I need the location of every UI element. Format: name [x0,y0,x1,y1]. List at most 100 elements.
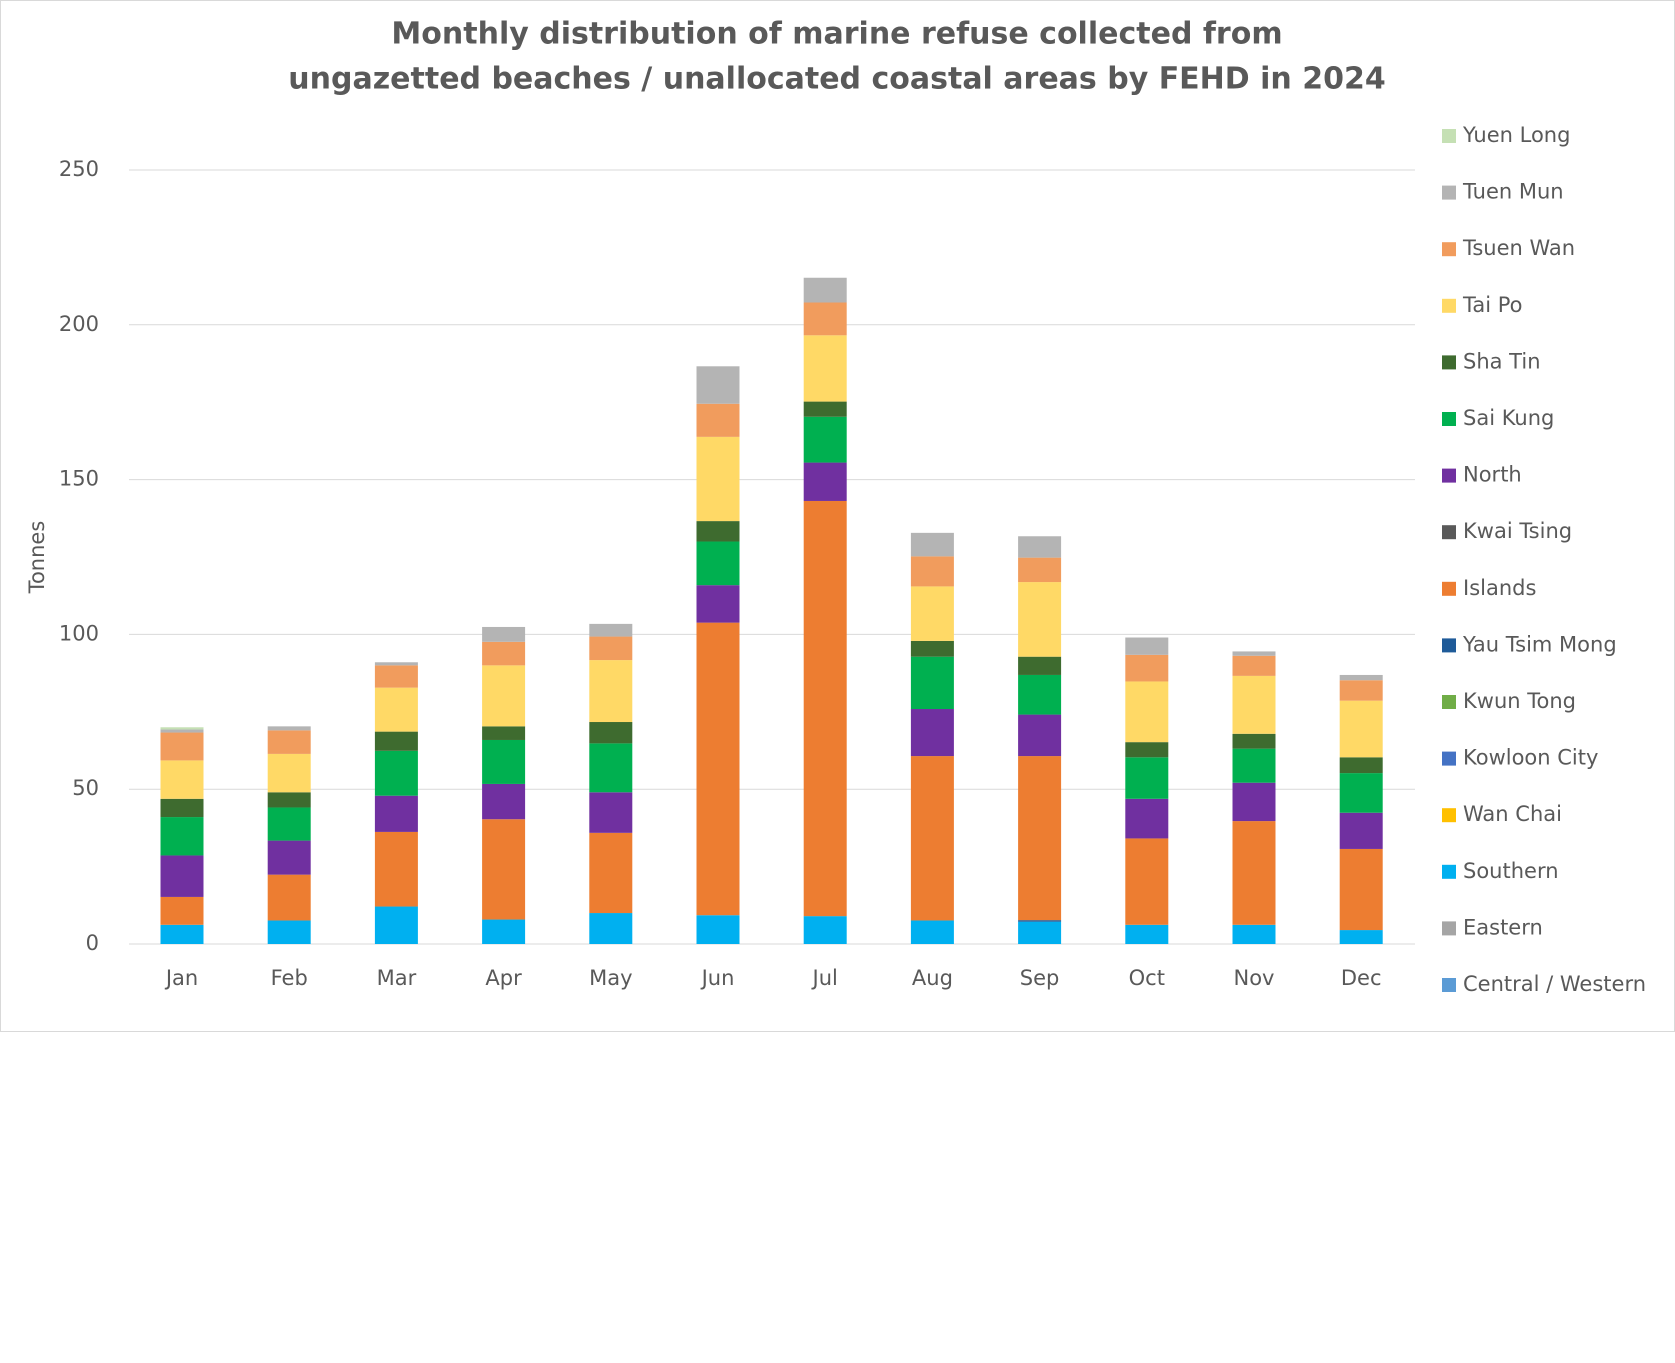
bar-segment [1018,756,1062,921]
bar-segment [267,840,311,875]
y-axis-label: Tonnes [25,521,49,595]
bar-segment [1125,924,1169,944]
bar-segment [1018,921,1062,944]
bar-segment [482,819,526,920]
bar-segment [803,302,847,336]
legend-label: Yuen Long [1462,123,1570,147]
bar-segment [1125,637,1169,655]
legend-swatch [1442,978,1456,992]
bar-segment [1125,838,1169,925]
x-tick-label: Aug [912,966,953,990]
x-tick-label: Jun [700,966,735,990]
legend-swatch [1442,242,1456,257]
bar-segment [160,798,204,818]
legend-label: Eastern [1463,915,1543,939]
bar-segment [1018,582,1062,657]
bar-segment [910,586,954,641]
legend-label: Sai Kung [1463,406,1554,430]
x-tick-label: Mar [377,966,417,990]
bar-segment [910,756,954,921]
bar-segment [589,913,633,944]
bar-segment [374,795,418,832]
bar-segment [696,585,740,623]
x-tick-label: Feb [271,966,308,990]
legend-label: Kowloon City [1463,746,1598,770]
bar-segment [1339,674,1383,681]
bar-segment [803,401,847,417]
bar-segment [1339,930,1383,944]
legend-label: Tuen Mun [1462,180,1564,204]
bar-segment [160,896,204,925]
legend-label: Kwun Tong [1463,689,1576,713]
bar-segment [160,924,204,944]
bar-segment [267,807,311,841]
bar-segment [589,832,633,914]
bar-segment [1339,700,1383,758]
bar-segment [374,731,418,751]
bar-segment [482,726,526,740]
bar-segment [482,783,526,820]
bar-segment [482,641,526,666]
bar-segment [1232,821,1276,925]
legend-label: Kwai Tsing [1463,519,1572,543]
bar-segment [160,817,204,856]
bar-segment [910,656,954,710]
x-tick-label: Nov [1234,966,1275,990]
bar-segment [696,541,740,586]
bar-segment [1018,557,1062,583]
legend-label: Wan Chai [1463,802,1562,826]
bar-segment [1339,680,1383,701]
bar-segment [482,739,526,784]
chart-title: Monthly distribution of marine refuse co… [391,17,1282,52]
bar-segment [589,623,633,637]
bar-segment [803,335,847,402]
legend-swatch [1442,864,1456,879]
bar-segment [1125,742,1169,758]
bar-segment [267,792,311,808]
bar-segment [1125,798,1169,839]
legend-swatch [1442,581,1456,596]
bar-segment [1125,654,1169,682]
x-tick-label: Jul [811,966,838,990]
y-tick-label: 250 [59,157,99,181]
legend-swatch [1442,468,1456,483]
chart-title: ungazetted beaches / unallocated coastal… [288,62,1385,97]
legend-swatch [1442,185,1456,200]
bar-segment [803,462,847,501]
bar-segment [803,500,847,917]
legend-label: North [1463,463,1522,487]
x-tick-label: Sep [1020,966,1060,990]
bar-segment [267,730,311,754]
bar-segment [910,640,954,657]
bar-segment [589,792,633,833]
bar-segment [374,665,418,688]
legend-swatch [1442,808,1456,823]
bar-segment [910,532,954,557]
bar-segment [910,920,954,944]
bar-segment [160,732,204,761]
bar-segment [696,915,740,944]
bar-segment [374,687,418,732]
bar-segment [482,919,526,944]
bar-segment [1339,757,1383,774]
bar-segment [1232,655,1276,676]
bar-segment [1018,656,1062,675]
bar-segment [160,855,204,897]
bar-segment [1232,733,1276,749]
bar-segment [696,403,740,437]
bar-segment [803,916,847,944]
y-tick-label: 150 [59,467,99,491]
bar-segment [1232,675,1276,734]
bar-segment [374,662,418,666]
bar-segment [1018,536,1062,558]
legend-label: Islands [1463,576,1536,600]
bar-segment [160,727,204,730]
legend-label: Southern [1463,859,1559,883]
bar-segment [267,753,311,793]
bar-segment [160,729,204,733]
bar-segment [803,416,847,463]
x-tick-label: Oct [1129,966,1165,990]
legend-label: Central / Western [1463,972,1646,996]
bar-segment [910,709,954,757]
